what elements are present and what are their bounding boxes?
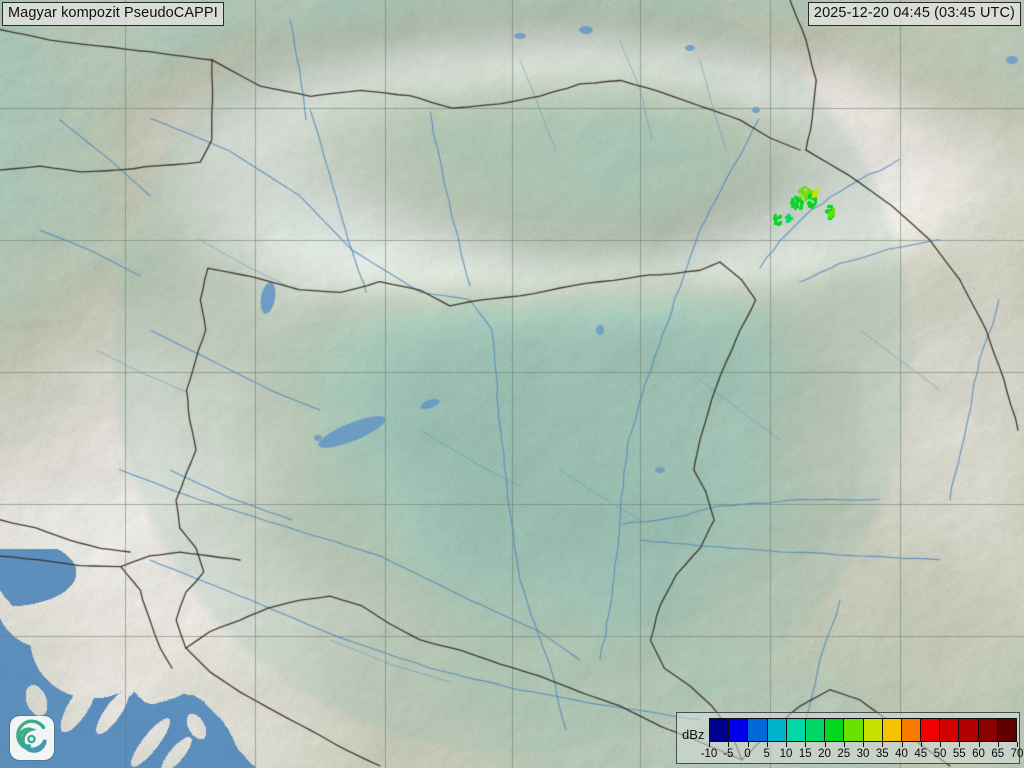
legend-swatch-1: [729, 719, 749, 741]
legend-tick-12: [940, 742, 941, 747]
legend-tick-5: [805, 742, 807, 747]
dbz-color-legend: dBz -10 -5 0 5 10 15 20 25 30 35 40 45 50 55 60 65 70: [676, 712, 1024, 764]
legend-tick-label-4: 10: [779, 748, 793, 760]
legend-swatch-14: [978, 719, 998, 741]
legend-swatch-9: [882, 719, 902, 741]
product-title-box: Magyar kompozit PseudoCAPPI: [2, 2, 224, 26]
legend-tick-8: [863, 742, 864, 747]
legend-tick-16: [1017, 742, 1018, 747]
legend-swatch-2: [748, 719, 768, 741]
legend-tick-2: [747, 742, 749, 747]
legend-swatch-0: [710, 719, 730, 741]
legend-tick-14: [978, 742, 980, 747]
legend-tick-label-10: 40: [895, 748, 908, 760]
legend-tick-3: [766, 742, 768, 747]
legend-tick-label-15: 65: [991, 748, 1005, 760]
legend-tick-label-3: 5: [763, 748, 770, 760]
legend-tick-11: [920, 742, 922, 747]
legend-tick-6: [824, 742, 826, 747]
legend-swatch-15: [997, 719, 1016, 741]
legend-tick-label-8: 30: [856, 748, 870, 760]
legend-swatch-8: [863, 719, 883, 741]
legend-tick-label-13: 55: [952, 748, 966, 760]
legend-swatch-7: [844, 719, 864, 741]
legend-tick-10: [901, 742, 903, 747]
legend-swatch-11: [921, 719, 941, 741]
legend-swatch-10: [901, 719, 922, 741]
legend-swatch-13: [959, 719, 979, 741]
timestamp-box: 2025-12-20 04:45 (03:45 UTC): [807, 2, 1021, 26]
legend-tick-13: [959, 742, 961, 747]
legend-tick-label-11: 45: [914, 748, 928, 760]
swirl-icon: [16, 719, 47, 753]
legend-tick-label-9: 35: [875, 748, 889, 760]
legend-swatch-6: [825, 719, 845, 741]
legend-tick-label-12: 50: [933, 748, 947, 760]
legend-tick-15: [997, 742, 999, 747]
legend-tick-4: [786, 742, 787, 747]
legend-colorbar: [709, 718, 1017, 742]
legend-tick-label-7: 25: [837, 748, 851, 760]
legend-tick-label-6: 20: [818, 748, 831, 760]
legend-tick-label-1: -5: [723, 748, 734, 760]
legend-swatch-4: [786, 719, 806, 741]
legend-tick-label-16: 70: [1010, 748, 1024, 760]
legend-tick-label-5: 15: [798, 748, 812, 760]
legend-tick-label-14: 60: [972, 748, 985, 760]
legend-tick-1: [728, 742, 730, 747]
legend-tick-9: [882, 742, 884, 747]
legend-swatch-5: [805, 719, 826, 741]
legend-tick-marks: [709, 742, 1018, 748]
hungaromet-logo[interactable]: [10, 716, 54, 760]
legend-tick-0: [709, 742, 710, 747]
legend-swatch-3: [767, 719, 787, 741]
legend-tick-7: [843, 742, 845, 747]
legend-tick-labels: -10 -5 0 5 10 15 20 25 30 35 40 45 50 55 60 65 70: [701, 747, 1024, 763]
legend-tick-label-2: 0: [744, 748, 751, 760]
legend-tick-label-0: -10: [700, 748, 718, 760]
legend-unit-label: dBz: [682, 727, 705, 742]
legend-swatch-12: [940, 719, 960, 741]
